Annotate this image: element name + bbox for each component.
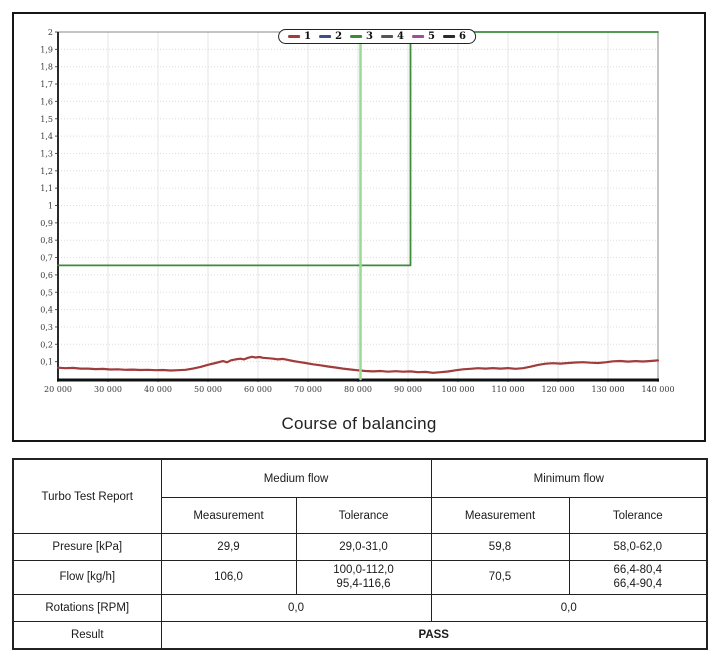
pressure-medium-tolerance: 29,0-31,0: [295, 533, 432, 561]
x-tick-label: 130 000: [591, 385, 624, 394]
row-label-flow: Flow [kg/h]: [12, 560, 162, 595]
y-tick-label: 0,8: [40, 236, 53, 245]
group-header-medium-flow: Medium flow: [160, 458, 432, 498]
y-tick-label: 0,1: [40, 358, 53, 367]
balancing-chart-panel: 1 2 3 4 5 6 20 000 30 000 40 000 50 000 60 000 70 …: [12, 12, 706, 442]
y-tick-label: 1,3: [40, 149, 53, 158]
legend-dash-icon: [319, 35, 332, 38]
legend-series-number: 3: [366, 30, 373, 42]
x-tick-label: 30 000: [94, 385, 122, 394]
flow-minimum-tolerance: 66,4-80,4 66,4-90,4: [568, 560, 708, 595]
y-tick-label: 1,7: [40, 80, 53, 89]
x-tick-label: 90 000: [394, 385, 422, 394]
turbo-test-report-table: Turbo Test Report Medium flow Minimum fl…: [12, 458, 709, 650]
legend-item-2: 2: [319, 30, 343, 42]
x-tick-label: 140 000: [641, 385, 674, 394]
legend-series-number: 1: [304, 30, 312, 42]
flow-minimum-measurement: 70,5: [430, 560, 570, 595]
sub-header-measurement-medium: Measurement: [160, 497, 297, 534]
legend-item-6: 6: [442, 30, 466, 42]
y-tick-label: 0,3: [40, 323, 53, 332]
x-tick-label: 50 000: [194, 385, 222, 394]
y-tick-label: 0,2: [40, 340, 53, 349]
rotations-medium-value: 0,0: [160, 593, 432, 622]
pressure-minimum-tolerance: 58,0-62,0: [568, 533, 708, 561]
pressure-medium-measurement: 29,9: [160, 533, 297, 561]
y-tick-label: 1,6: [40, 97, 53, 106]
legend-dash-icon: [411, 35, 424, 38]
row-label-pressure: Presure [kPa]: [12, 533, 162, 561]
x-tick-label: 60 000: [244, 385, 272, 394]
y-tick-label: 1: [48, 202, 53, 211]
rotations-minimum-value: 0,0: [430, 593, 708, 622]
table-row-rotations: Rotations [RPM] 0,0 0,0: [12, 593, 708, 622]
result-value: PASS: [160, 620, 708, 650]
y-tick-label: 1,5: [40, 115, 53, 124]
legend-item-1: 1: [288, 30, 312, 42]
row-label-result: Result: [12, 620, 162, 650]
x-tick-label: 110 000: [491, 385, 524, 394]
y-tick-label: 0,9: [40, 219, 53, 228]
balancing-chart: 20 000 30 000 40 000 50 000 60 000 70 000 80 0…: [40, 28, 674, 394]
y-tick-label: 2: [48, 28, 53, 37]
sub-header-measurement-minimum: Measurement: [430, 497, 570, 534]
flow-medium-tolerance: 100,0-112,0 95,4-116,6: [295, 560, 432, 595]
table-row: Turbo Test Report Medium flow Minimum fl…: [12, 458, 708, 534]
legend-series-number: 4: [397, 30, 404, 42]
legend-item-4: 4: [381, 30, 404, 42]
x-tick-label: 20 000: [44, 385, 72, 394]
y-tick-label: 1,8: [40, 63, 53, 72]
sub-header-tolerance-medium: Tolerance: [295, 497, 432, 534]
legend-dash-icon: [350, 35, 363, 38]
x-tick-label: 80 000: [344, 385, 372, 394]
group-header-minimum-flow: Minimum flow: [430, 458, 708, 498]
legend-dash-icon: [381, 35, 393, 38]
y-tick-label: 0,6: [40, 271, 53, 280]
legend-series-number: 2: [335, 30, 343, 42]
table-row: Measurement Tolerance Measurement Tolera…: [13, 497, 708, 534]
sub-header-tolerance-minimum: Tolerance: [568, 497, 708, 534]
y-tick-label: 0,4: [40, 306, 53, 315]
x-tick-label: 70 000: [294, 385, 322, 394]
series-measured-imbalance: [56, 355, 660, 374]
y-tick-label: 0,7: [40, 254, 53, 263]
x-tick-label: 40 000: [144, 385, 172, 394]
chart-legend: 1 2 3 4 5 6: [278, 29, 476, 44]
legend-dash-icon: [442, 35, 455, 38]
legend-series-number: 6: [458, 30, 466, 42]
x-tick-label: 100 000: [441, 385, 474, 394]
legend-dash-icon: [288, 35, 301, 38]
legend-series-number: 5: [427, 30, 435, 42]
legend-item-5: 5: [411, 30, 435, 42]
row-label-rotations: Rotations [RPM]: [12, 593, 162, 622]
series-tolerance-limit-step: [57, 31, 659, 267]
y-tick-label: 1,1: [40, 184, 53, 193]
pressure-minimum-measurement: 59,8: [430, 533, 570, 561]
flow-medium-measurement: 106,0: [160, 560, 297, 595]
y-tick-label: 1,4: [40, 132, 53, 141]
table-row-pressure: Presure [kPa] 29,9 29,0-31,0 59,8 58,0-6…: [12, 533, 708, 561]
x-tick-label: 120 000: [541, 385, 574, 394]
y-tick-label: 1,9: [40, 45, 53, 54]
table-row-flow: Flow [kg/h] 106,0 100,0-112,0 95,4-116,6…: [12, 560, 708, 595]
y-tick-label: 1,2: [40, 167, 53, 176]
chart-title: Course of balancing: [281, 414, 437, 433]
report-title-cell: Turbo Test Report: [12, 458, 162, 534]
y-tick-label: 0,5: [40, 288, 53, 297]
legend-item-3: 3: [350, 30, 373, 42]
table-row-result: Result PASS: [12, 620, 708, 650]
